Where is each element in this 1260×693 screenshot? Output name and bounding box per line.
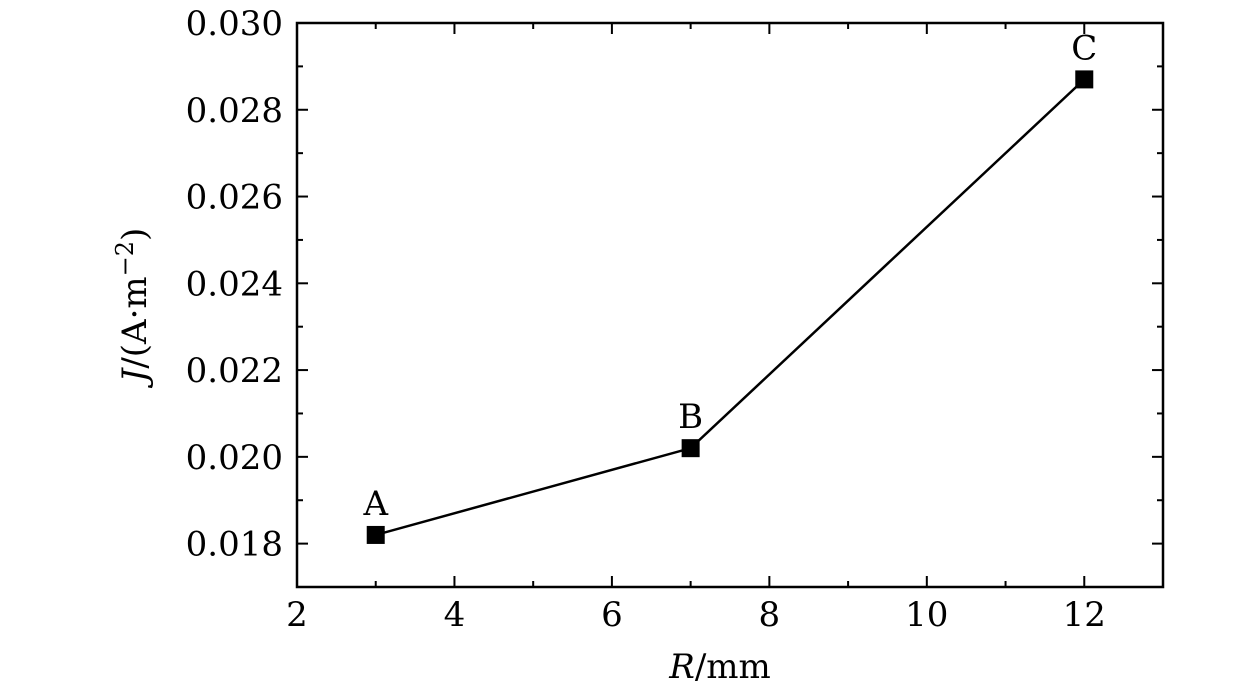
x-tick-label: 8 xyxy=(759,595,781,635)
series-layer: A B C xyxy=(362,28,1097,544)
data-point-marker xyxy=(681,439,700,458)
x-axis-var: R xyxy=(668,647,695,687)
data-point-marker xyxy=(1075,70,1094,89)
y-tick-label: 0.020 xyxy=(186,438,283,478)
x-tick-label: 4 xyxy=(444,595,466,635)
x-tick-label: 12 xyxy=(1063,595,1106,635)
y-tick-label: 0.028 xyxy=(186,91,283,131)
y-tick-label: 0.030 xyxy=(186,4,283,44)
x-axis-title: R/mm xyxy=(668,647,771,687)
x-tick-label: 2 xyxy=(286,595,308,635)
plot-frame xyxy=(295,21,1165,589)
y-tick-label: 0.024 xyxy=(186,264,283,304)
data-point-label: A xyxy=(362,484,388,524)
y-axis: 0.018 0.020 0.022 0.024 0.026 0.028 0.030 xyxy=(186,4,1163,588)
series-line xyxy=(375,78,1086,537)
y-tick-label: 0.026 xyxy=(186,178,283,218)
x-tick-label: 10 xyxy=(905,595,948,635)
y-axis-unit-exponent: −2 xyxy=(111,241,139,276)
x-axis: 2 4 6 8 10 12 xyxy=(286,23,1164,635)
data-point-label: B xyxy=(678,397,703,437)
x-axis-unit: /mm xyxy=(695,647,771,687)
y-axis-var: J xyxy=(115,366,155,388)
y-axis-title: J/(A·m−2) xyxy=(111,228,155,389)
y-tick-label: 0.022 xyxy=(186,351,283,391)
y-axis-unit-close: ) xyxy=(115,228,155,241)
data-point-label: C xyxy=(1071,28,1097,68)
data-point-marker xyxy=(366,525,385,544)
y-axis-unit: /(A·m xyxy=(115,276,155,368)
y-tick-label: 0.018 xyxy=(186,525,283,565)
x-tick-label: 6 xyxy=(601,595,623,635)
